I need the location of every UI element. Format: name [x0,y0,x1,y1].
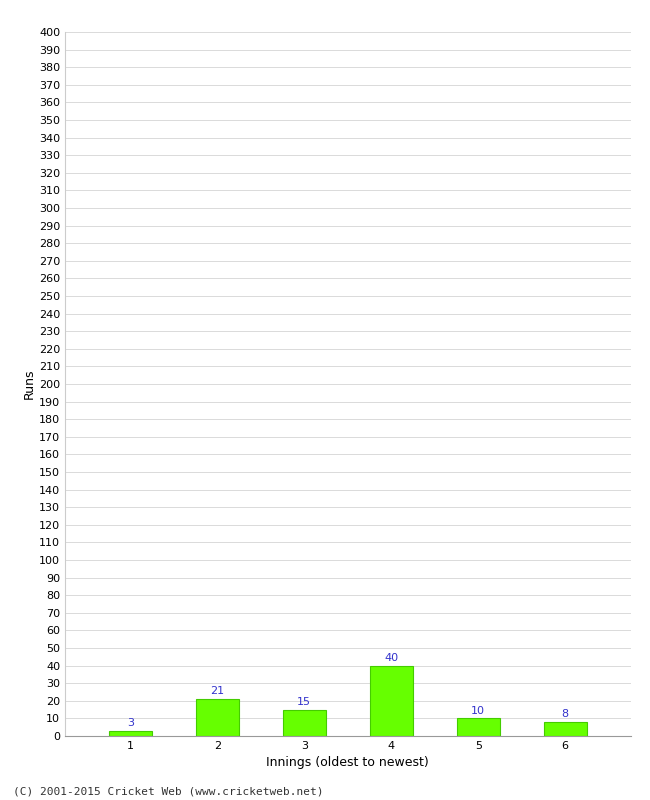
Text: 40: 40 [384,653,398,663]
Bar [283,710,326,736]
Text: 10: 10 [471,706,486,716]
Text: 15: 15 [297,697,311,707]
Text: 8: 8 [562,710,569,719]
Y-axis label: Runs: Runs [23,369,36,399]
Bar [456,718,500,736]
Text: 3: 3 [127,718,134,728]
Bar [543,722,587,736]
X-axis label: Innings (oldest to newest): Innings (oldest to newest) [266,757,429,770]
Bar [196,699,239,736]
Text: (C) 2001-2015 Cricket Web (www.cricketweb.net): (C) 2001-2015 Cricket Web (www.cricketwe… [13,786,324,796]
Text: 21: 21 [210,686,224,696]
Bar [369,666,413,736]
Bar [109,730,152,736]
